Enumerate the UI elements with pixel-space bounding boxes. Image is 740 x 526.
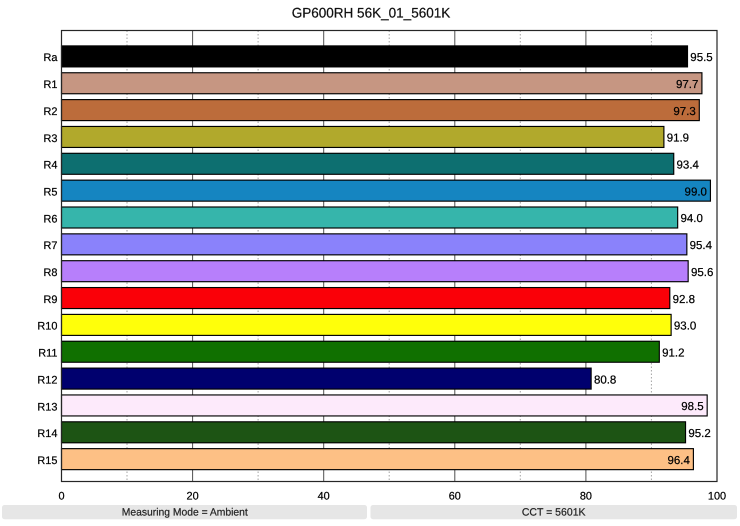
svg-text:R1: R1	[43, 79, 57, 91]
svg-text:20: 20	[187, 491, 199, 503]
svg-text:R13: R13	[37, 401, 57, 413]
svg-text:R10: R10	[37, 321, 57, 333]
svg-text:Measuring Mode = Ambient: Measuring Mode = Ambient	[122, 506, 248, 518]
svg-text:R4: R4	[43, 160, 57, 172]
svg-text:R11: R11	[38, 348, 57, 360]
svg-text:R6: R6	[43, 213, 57, 225]
svg-text:0: 0	[58, 491, 64, 503]
svg-text:96.4: 96.4	[668, 455, 691, 467]
svg-text:Ra: Ra	[43, 52, 58, 64]
svg-text:R5: R5	[43, 186, 57, 198]
svg-text:R12: R12	[37, 374, 57, 386]
svg-text:100: 100	[708, 491, 726, 503]
svg-text:R14: R14	[37, 428, 57, 440]
svg-text:R8: R8	[43, 267, 57, 279]
svg-text:99.0: 99.0	[685, 186, 707, 198]
svg-text:94.0: 94.0	[680, 213, 702, 225]
svg-text:95.6: 95.6	[691, 267, 713, 279]
svg-text:80.8: 80.8	[594, 374, 616, 386]
svg-text:97.7: 97.7	[676, 79, 698, 91]
svg-text:98.5: 98.5	[681, 401, 703, 413]
svg-text:R7: R7	[43, 240, 57, 252]
svg-text:97.3: 97.3	[673, 106, 695, 118]
svg-text:95.2: 95.2	[688, 428, 710, 440]
svg-text:80: 80	[580, 491, 592, 503]
svg-text:92.8: 92.8	[673, 294, 695, 306]
svg-text:93.0: 93.0	[674, 321, 696, 333]
svg-text:40: 40	[318, 491, 330, 503]
svg-text:91.9: 91.9	[667, 133, 689, 145]
svg-text:60: 60	[449, 491, 461, 503]
svg-text:93.4: 93.4	[677, 160, 700, 172]
svg-text:CCT = 5601K: CCT = 5601K	[522, 506, 586, 518]
svg-text:R15: R15	[37, 455, 57, 467]
svg-text:GP600RH 56K_01_5601K: GP600RH 56K_01_5601K	[292, 4, 451, 20]
svg-text:R2: R2	[43, 106, 57, 118]
svg-text:95.4: 95.4	[690, 240, 713, 252]
svg-text:95.5: 95.5	[690, 52, 712, 64]
svg-text:R9: R9	[43, 294, 57, 306]
svg-text:R3: R3	[43, 133, 57, 145]
svg-text:91.2: 91.2	[662, 347, 684, 359]
